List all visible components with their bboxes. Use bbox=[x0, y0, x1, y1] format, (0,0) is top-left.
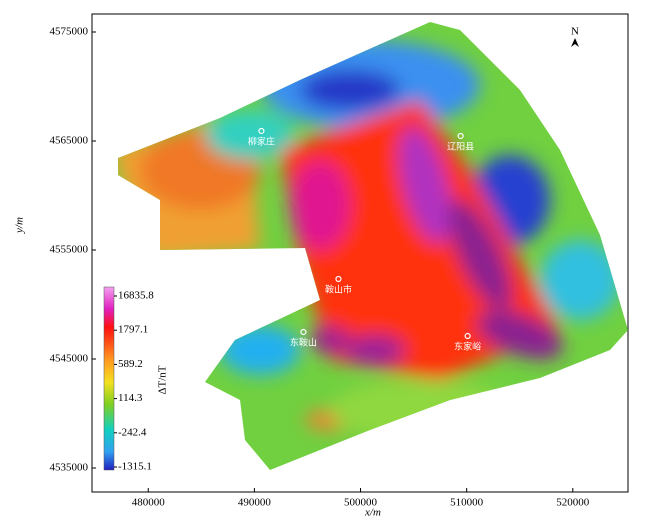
colorbar-tick-label: 16835.8 bbox=[118, 290, 154, 302]
north-label: N bbox=[571, 26, 579, 38]
place-label: 辽阳县 bbox=[447, 141, 474, 152]
y-axis-label: y/m bbox=[14, 217, 26, 234]
place-label: 东家峪 bbox=[454, 341, 481, 353]
colorbar-label: ΔT/nT bbox=[157, 365, 169, 394]
place-label: 东鞍山 bbox=[290, 336, 317, 348]
place-marker bbox=[457, 132, 464, 140]
y-tick-label: 4575000 bbox=[50, 26, 89, 38]
x-tick-label: 520000 bbox=[556, 497, 590, 509]
x-tick-label: 500000 bbox=[344, 497, 378, 509]
colorbar bbox=[103, 286, 115, 471]
place-label: 鞍山市 bbox=[325, 283, 352, 295]
place-marker bbox=[335, 275, 342, 283]
colorbar-tick-label: -242.4 bbox=[118, 426, 147, 438]
anomaly-map bbox=[118, 22, 628, 470]
colorbar-tick-label: 114.3 bbox=[118, 392, 143, 404]
y-tick-label: 4545000 bbox=[50, 353, 89, 365]
y-tick-label: 4535000 bbox=[50, 462, 89, 474]
x-axis-label: x/m bbox=[364, 507, 381, 519]
place-label: 柳家庄 bbox=[248, 135, 275, 147]
place-marker bbox=[464, 332, 471, 340]
y-tick-label: 4555000 bbox=[50, 244, 89, 256]
colorbar-tick-label: 589.2 bbox=[118, 358, 143, 370]
place-marker bbox=[300, 328, 307, 336]
colorbar-tick-label: -1315.1 bbox=[118, 461, 152, 473]
x-tick-label: 510000 bbox=[450, 497, 484, 509]
place-marker bbox=[258, 127, 265, 135]
colorbar-tick-label: 1797.1 bbox=[118, 324, 148, 336]
y-tick-label: 4565000 bbox=[50, 135, 89, 147]
x-tick-label: 480000 bbox=[132, 497, 166, 509]
north-arrow bbox=[571, 38, 579, 47]
map-frame bbox=[91, 13, 629, 493]
x-tick-label: 490000 bbox=[238, 497, 272, 509]
